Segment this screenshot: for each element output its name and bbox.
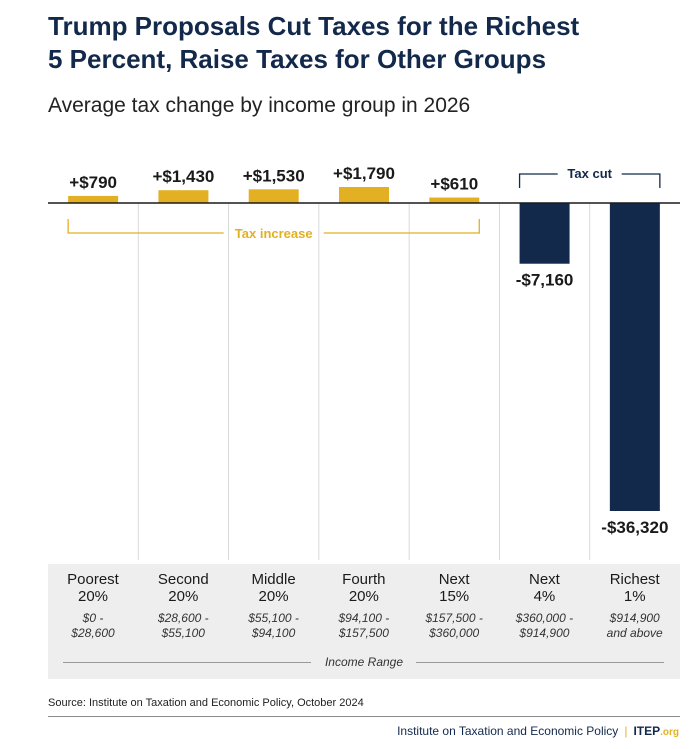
group-range: $94,100 - $157,500 — [338, 611, 390, 640]
group-range: $157,500 - $360,000 — [425, 611, 483, 640]
itep-logo: ITEP — [633, 724, 661, 738]
group-richest: Richest 1% $914,900 and above — [590, 564, 680, 641]
bar — [429, 197, 480, 203]
group-second: Second 20% $28,600 - $55,100 — [138, 564, 228, 641]
tax-cut-label: Tax cut — [567, 166, 612, 181]
data-label: -$36,320 — [601, 518, 668, 537]
bar — [158, 190, 209, 203]
tax-increase-bracket-right — [323, 219, 480, 234]
group-poorest: Poorest 20% $0 - $28,600 — [48, 564, 138, 641]
tax-cut-bracket-right — [621, 173, 661, 188]
group-name: Fourth 20% — [342, 571, 386, 605]
bar-chart: +$790 +$1,430 +$1,530 +$1,790 +$610 -$7,160 -$… — [48, 164, 680, 560]
group-range: $360,000 - $914,900 — [515, 611, 574, 640]
data-label: +$1,430 — [152, 167, 214, 186]
range-line-left — [63, 662, 311, 663]
bar — [609, 203, 660, 511]
data-label: +$790 — [69, 173, 117, 192]
group-next-15: Next 15% $157,500 - $360,000 — [409, 564, 499, 641]
footer: Institute on Taxation and Economic Polic… — [397, 724, 679, 738]
bar — [519, 203, 570, 264]
footer-divider — [48, 716, 680, 717]
footer-org: Institute on Taxation and Economic Polic… — [397, 724, 619, 738]
bar — [339, 187, 389, 203]
tax-increase-label: Tax increase — [235, 226, 313, 241]
itep-logo-suffix: .org — [660, 727, 679, 738]
footer-separator: | — [624, 724, 628, 738]
group-name: Next 15% — [438, 571, 470, 605]
group-next-4: Next 4% $360,000 - $914,900 — [499, 564, 589, 641]
data-label: -$7,160 — [516, 271, 574, 290]
bar — [68, 195, 119, 203]
data-label: +$610 — [430, 175, 478, 194]
income-groups-panel: Poorest 20% $0 - $28,600 Second 20% $28,… — [48, 564, 680, 679]
income-range-label: Income Range — [324, 655, 404, 669]
group-fourth: Fourth 20% $94,100 - $157,500 — [319, 564, 409, 641]
data-label: +$1,790 — [333, 164, 395, 183]
data-label: +$1,530 — [243, 166, 305, 185]
group-range: $914,900 and above — [606, 611, 663, 640]
group-range: $0 - $28,600 — [71, 611, 115, 640]
group-middle: Middle 20% $55,100 - $94,100 — [229, 564, 319, 641]
chart-title: Trump Proposals Cut Taxes for the Riches… — [48, 11, 580, 74]
tax-increase-bracket-left — [67, 219, 224, 234]
group-name: Poorest 20% — [67, 571, 119, 605]
group-name: Middle 20% — [251, 571, 296, 605]
tax-cut-bracket-left — [518, 173, 558, 188]
group-name: Second 20% — [157, 571, 209, 605]
bar — [248, 189, 299, 203]
range-line-right — [416, 662, 664, 663]
chart-subtitle: Average tax change by income group in 20… — [48, 94, 471, 117]
group-name: Richest 1% — [609, 571, 660, 605]
source-note: Source: Institute on Taxation and Econom… — [48, 697, 364, 709]
group-range: $28,600 - $55,100 — [157, 611, 209, 640]
group-range: $55,100 - $94,100 — [248, 611, 299, 640]
group-name: Next 4% — [529, 571, 560, 605]
